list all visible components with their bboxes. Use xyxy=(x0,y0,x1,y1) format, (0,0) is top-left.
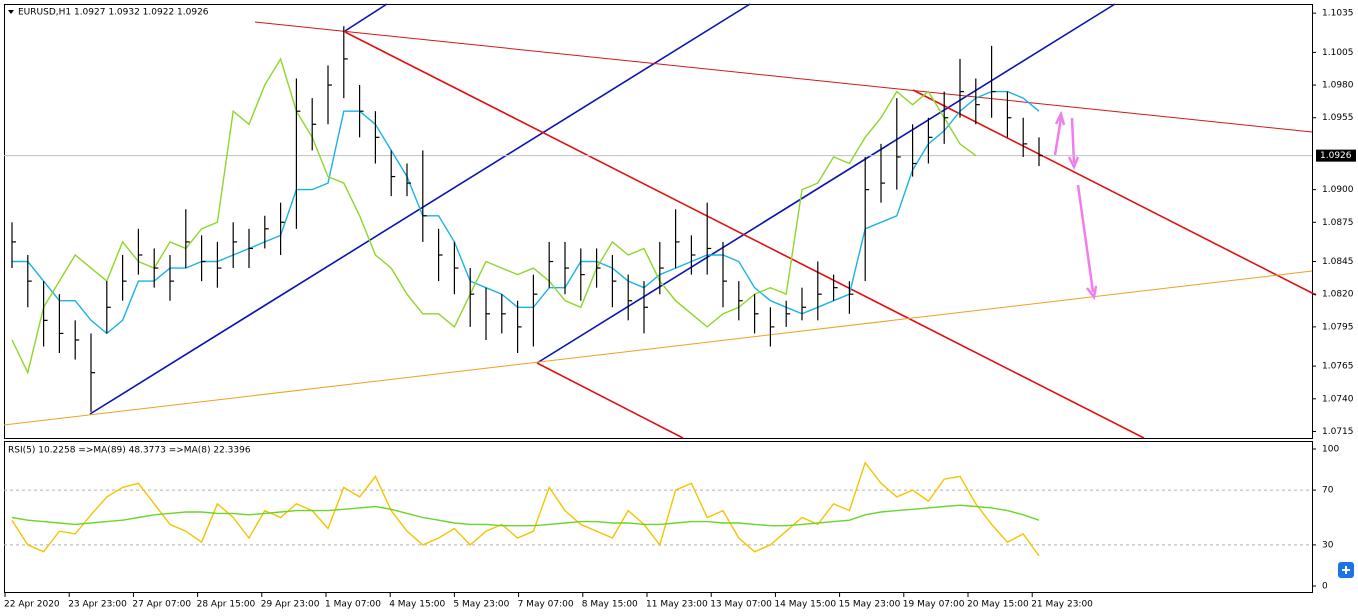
menu-triangle[interactable] xyxy=(8,10,14,14)
y-tick-label: 1.0980 xyxy=(1322,81,1354,91)
channel-line xyxy=(344,31,1145,439)
x-tick-label: 13 May 07:00 xyxy=(710,600,772,610)
y-tick-label: 1.0955 xyxy=(1322,113,1354,123)
y-tick-label: 1.0765 xyxy=(1322,362,1354,372)
x-tick-label: 21 May 23:00 xyxy=(1031,600,1093,610)
x-tick-label: 28 Apr 15:00 xyxy=(197,600,256,610)
channel-line xyxy=(536,362,684,439)
x-tick-label: 19 May 07:00 xyxy=(903,600,965,610)
x-tick-label: 8 May 15:00 xyxy=(582,600,638,610)
y-tick-label: 1.0845 xyxy=(1322,257,1354,267)
y-tick-label: 70 xyxy=(1322,486,1334,496)
arrow-head xyxy=(1086,285,1098,300)
y-tick-label: 30 xyxy=(1322,540,1334,550)
channel-line xyxy=(912,89,1317,296)
y-tick-label: 1.0740 xyxy=(1322,394,1354,404)
y-tick-label: 1.0820 xyxy=(1322,290,1354,300)
rsi-line xyxy=(11,461,1040,557)
y-tick-label: 0 xyxy=(1322,582,1328,592)
arrow xyxy=(1076,184,1095,293)
chart-title: EURUSD,H1 1.0927 1.0932 1.0922 1.0926 xyxy=(18,8,209,18)
rsi-title: RSI(5) 10.2258 =>MA(89) 48.3773 =>MA(8) … xyxy=(8,446,251,456)
arrow-head xyxy=(1067,156,1080,171)
x-tick-label: 23 Apr 23:00 xyxy=(68,600,127,610)
arrow-head xyxy=(1054,110,1066,126)
main-frame xyxy=(4,4,1313,439)
y-tick-label: 1.0900 xyxy=(1322,185,1354,195)
last-price-box xyxy=(1316,149,1356,162)
x-tick-label: 1 May 07:00 xyxy=(325,600,381,610)
last-price-label: 1.0926 xyxy=(1320,151,1352,161)
x-tick-label: 15 May 23:00 xyxy=(839,600,901,610)
x-tick-label: 20 May 15:00 xyxy=(967,600,1029,610)
y-tick-label: 1.1005 xyxy=(1322,48,1354,58)
y-tick-label: 1.0795 xyxy=(1322,322,1354,332)
rsi-line xyxy=(11,504,1040,527)
y-tick-label: 100 xyxy=(1322,445,1339,455)
x-tick-label: 5 May 23:00 xyxy=(453,600,509,610)
x-tick-label: 4 May 15:00 xyxy=(389,600,445,610)
arrow xyxy=(1053,117,1063,156)
y-tick-label: 1.0715 xyxy=(1322,427,1354,437)
moving-average xyxy=(12,90,1040,335)
y-tick-label: 1.1035 xyxy=(1322,9,1354,19)
y-tick-label: 1.0875 xyxy=(1322,218,1354,228)
channel-line xyxy=(536,3,1116,364)
channel-line xyxy=(344,3,388,32)
x-tick-label: 22 Apr 2020 xyxy=(4,600,60,610)
x-tick-label: 29 Apr 23:00 xyxy=(261,600,320,610)
x-tick-label: 27 Apr 07:00 xyxy=(132,600,191,610)
x-tick-label: 7 May 07:00 xyxy=(518,600,574,610)
x-tick-label: 14 May 15:00 xyxy=(774,600,836,610)
x-tick-label: 11 May 23:00 xyxy=(646,600,708,610)
trend-line xyxy=(254,21,1313,133)
moving-average xyxy=(11,57,977,375)
rsi-frame xyxy=(4,441,1313,593)
app-icon-glyph xyxy=(1342,566,1350,574)
